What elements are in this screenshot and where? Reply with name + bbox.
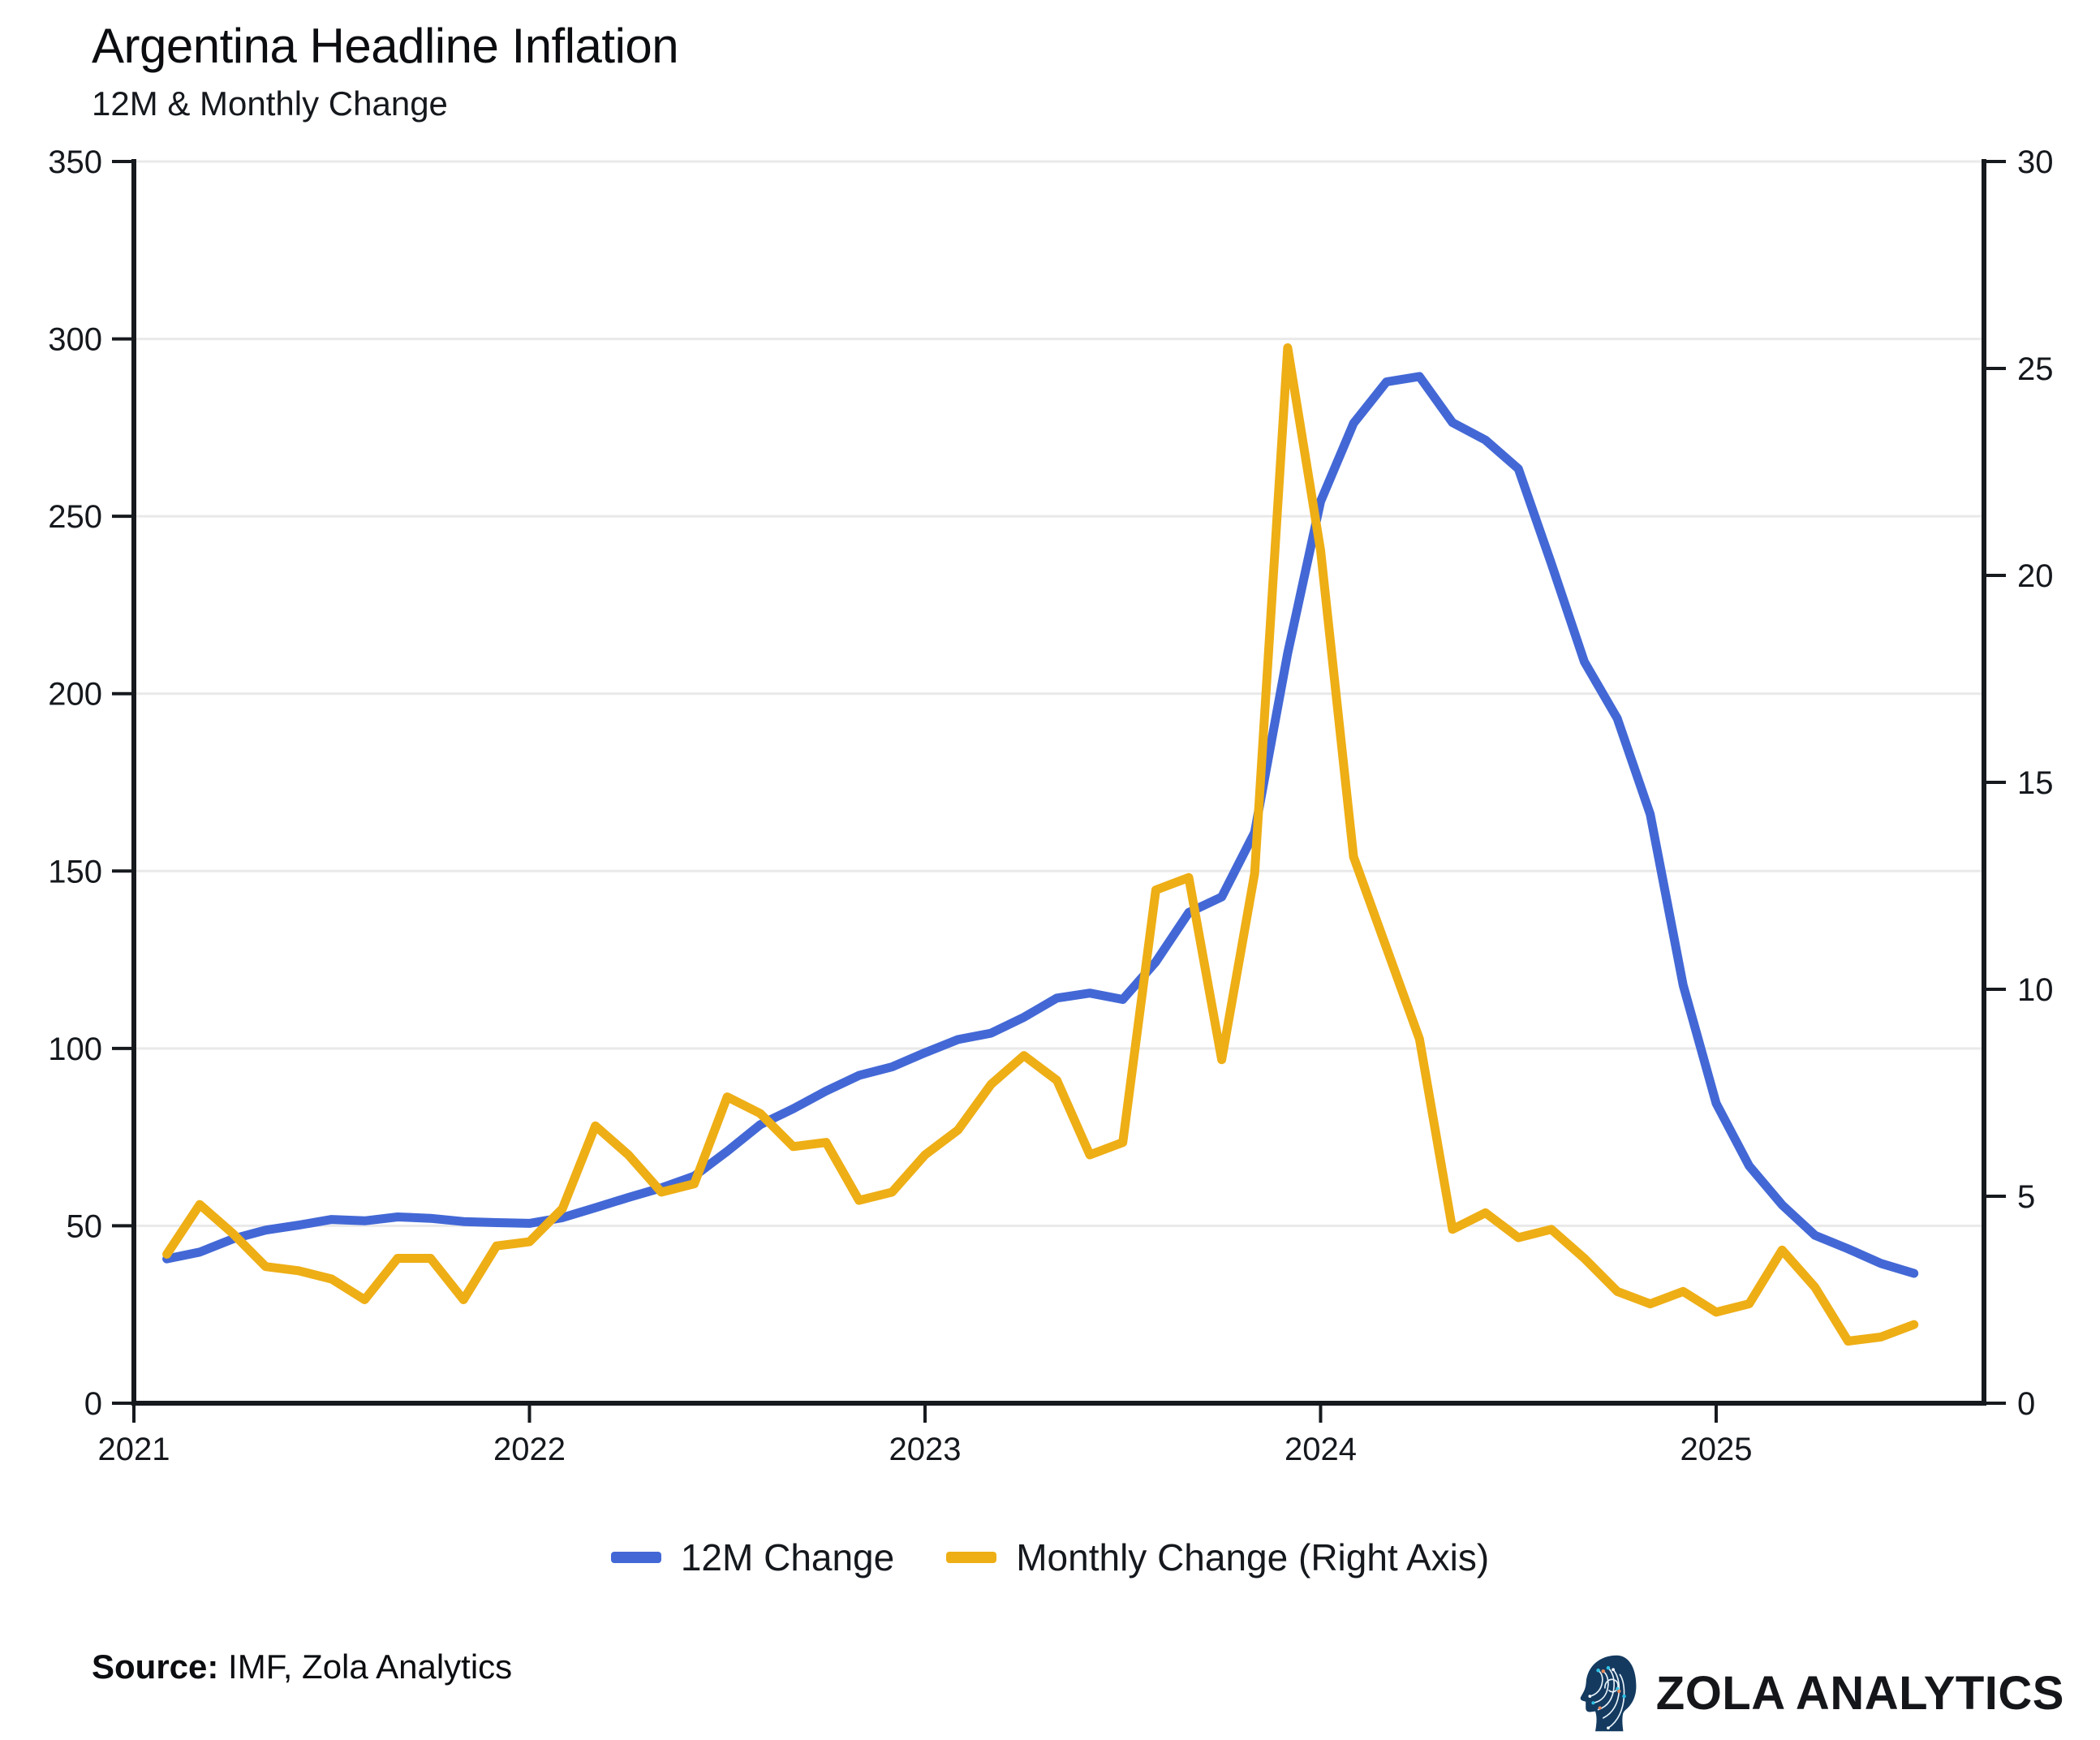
legend-label-monthly-change: Monthly Change (Right Axis) (1016, 1536, 1490, 1578)
series-line-monthly-change-right-axis (162, 343, 1919, 1346)
y-axis-right-tick-label: 25 (2017, 351, 2054, 387)
y-axis-left-tick-label: 250 (48, 499, 102, 535)
legend-item-12m-change: 12M Change (610, 1536, 895, 1578)
y-axis-left-tick-label: 300 (48, 322, 102, 358)
y-axis-left-tick-label: 350 (48, 144, 102, 180)
y-axis-right-tick-label: 20 (2017, 558, 2054, 594)
chart-subtitle: 12M & Monthly Change (92, 84, 448, 123)
legend: 12M Change Monthly Change (Right Axis) (0, 1529, 2100, 1586)
source-text: IMF, Zola Analytics (228, 1647, 513, 1686)
y-axis-right-tick-label: 10 (2017, 972, 2054, 1008)
y-axis-right-tick-label: 30 (2017, 144, 2054, 180)
y-axis-left-tick-label: 200 (48, 677, 102, 713)
source-label: Source: (92, 1647, 219, 1686)
y-axis-left-tick-label: 0 (84, 1386, 102, 1422)
series-line-12m-change (162, 372, 1919, 1278)
x-axis-tick-label: 2021 (98, 1432, 170, 1467)
zola-analytics-logo: ZOLA ANALYTICS (1580, 1651, 2064, 1735)
circuit-nodes (1588, 1665, 1626, 1730)
y-axis-left-tick-label: 100 (48, 1032, 102, 1067)
y-axis-left-tick-label: 50 (67, 1208, 103, 1244)
x-axis-tick-label: 2022 (493, 1432, 566, 1467)
x-axis-tick-label: 2024 (1285, 1432, 1357, 1467)
brand-name: ZOLA ANALYTICS (1655, 1666, 2064, 1720)
head-silhouette (1580, 1655, 1637, 1732)
chart-title: Argentina Headline Inflation (92, 19, 679, 73)
y-axis-left-tick-label: 150 (48, 854, 102, 889)
y-axis-right-tick-label: 5 (2017, 1179, 2035, 1215)
circuit-head-icon (1580, 1655, 1637, 1732)
x-axis-tick-label: 2023 (889, 1432, 961, 1467)
legend-label-12m-change: 12M Change (680, 1536, 895, 1578)
legend-swatch-12m-change (610, 1552, 661, 1563)
legend-swatch-monthly-change (946, 1552, 997, 1563)
y-axis-right-tick-label: 15 (2017, 765, 2054, 801)
source-note: Source: IMF, Zola Analytics (92, 1647, 512, 1686)
x-axis-tick-label: 2025 (1680, 1432, 1752, 1467)
legend-item-monthly-change: Monthly Change (Right Axis) (946, 1539, 1489, 1576)
y-axis-right-tick-label: 0 (2017, 1386, 2035, 1422)
